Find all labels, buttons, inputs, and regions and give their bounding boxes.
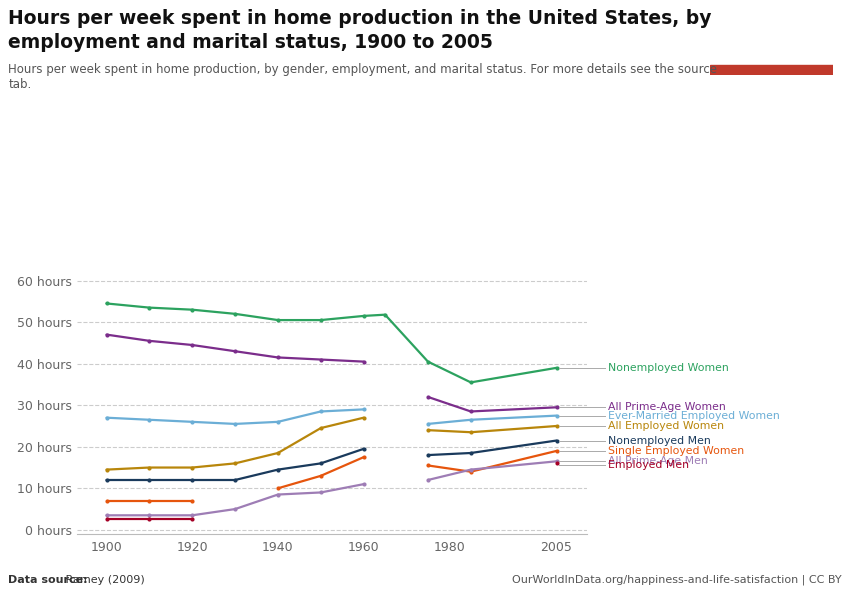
Text: Employed Men: Employed Men (608, 460, 689, 470)
Text: Our World: Our World (738, 26, 805, 40)
Text: Data source:: Data source: (8, 575, 88, 585)
Text: Hours per week spent in home production in the United States, by: Hours per week spent in home production … (8, 9, 712, 28)
Text: Nonemployed Women: Nonemployed Women (608, 363, 728, 373)
Text: Nonemployed Men: Nonemployed Men (608, 436, 711, 446)
Text: All Prime-Age Men: All Prime-Age Men (608, 457, 707, 466)
Text: OurWorldInData.org/happiness-and-life-satisfaction | CC BY: OurWorldInData.org/happiness-and-life-sa… (512, 575, 842, 585)
Text: Hours per week spent in home production, by gender, employment, and marital stat: Hours per week spent in home production,… (8, 63, 717, 91)
Text: Ever-Married Employed Women: Ever-Married Employed Women (608, 410, 779, 421)
Text: in Data: in Data (747, 44, 796, 57)
Text: employment and marital status, 1900 to 2005: employment and marital status, 1900 to 2… (8, 33, 493, 52)
Text: Ramey (2009): Ramey (2009) (62, 575, 144, 585)
Bar (710, 65, 833, 75)
Text: All Prime-Age Women: All Prime-Age Women (608, 403, 726, 412)
Text: All Employed Women: All Employed Women (608, 421, 723, 431)
Text: Single Employed Women: Single Employed Women (608, 446, 744, 456)
